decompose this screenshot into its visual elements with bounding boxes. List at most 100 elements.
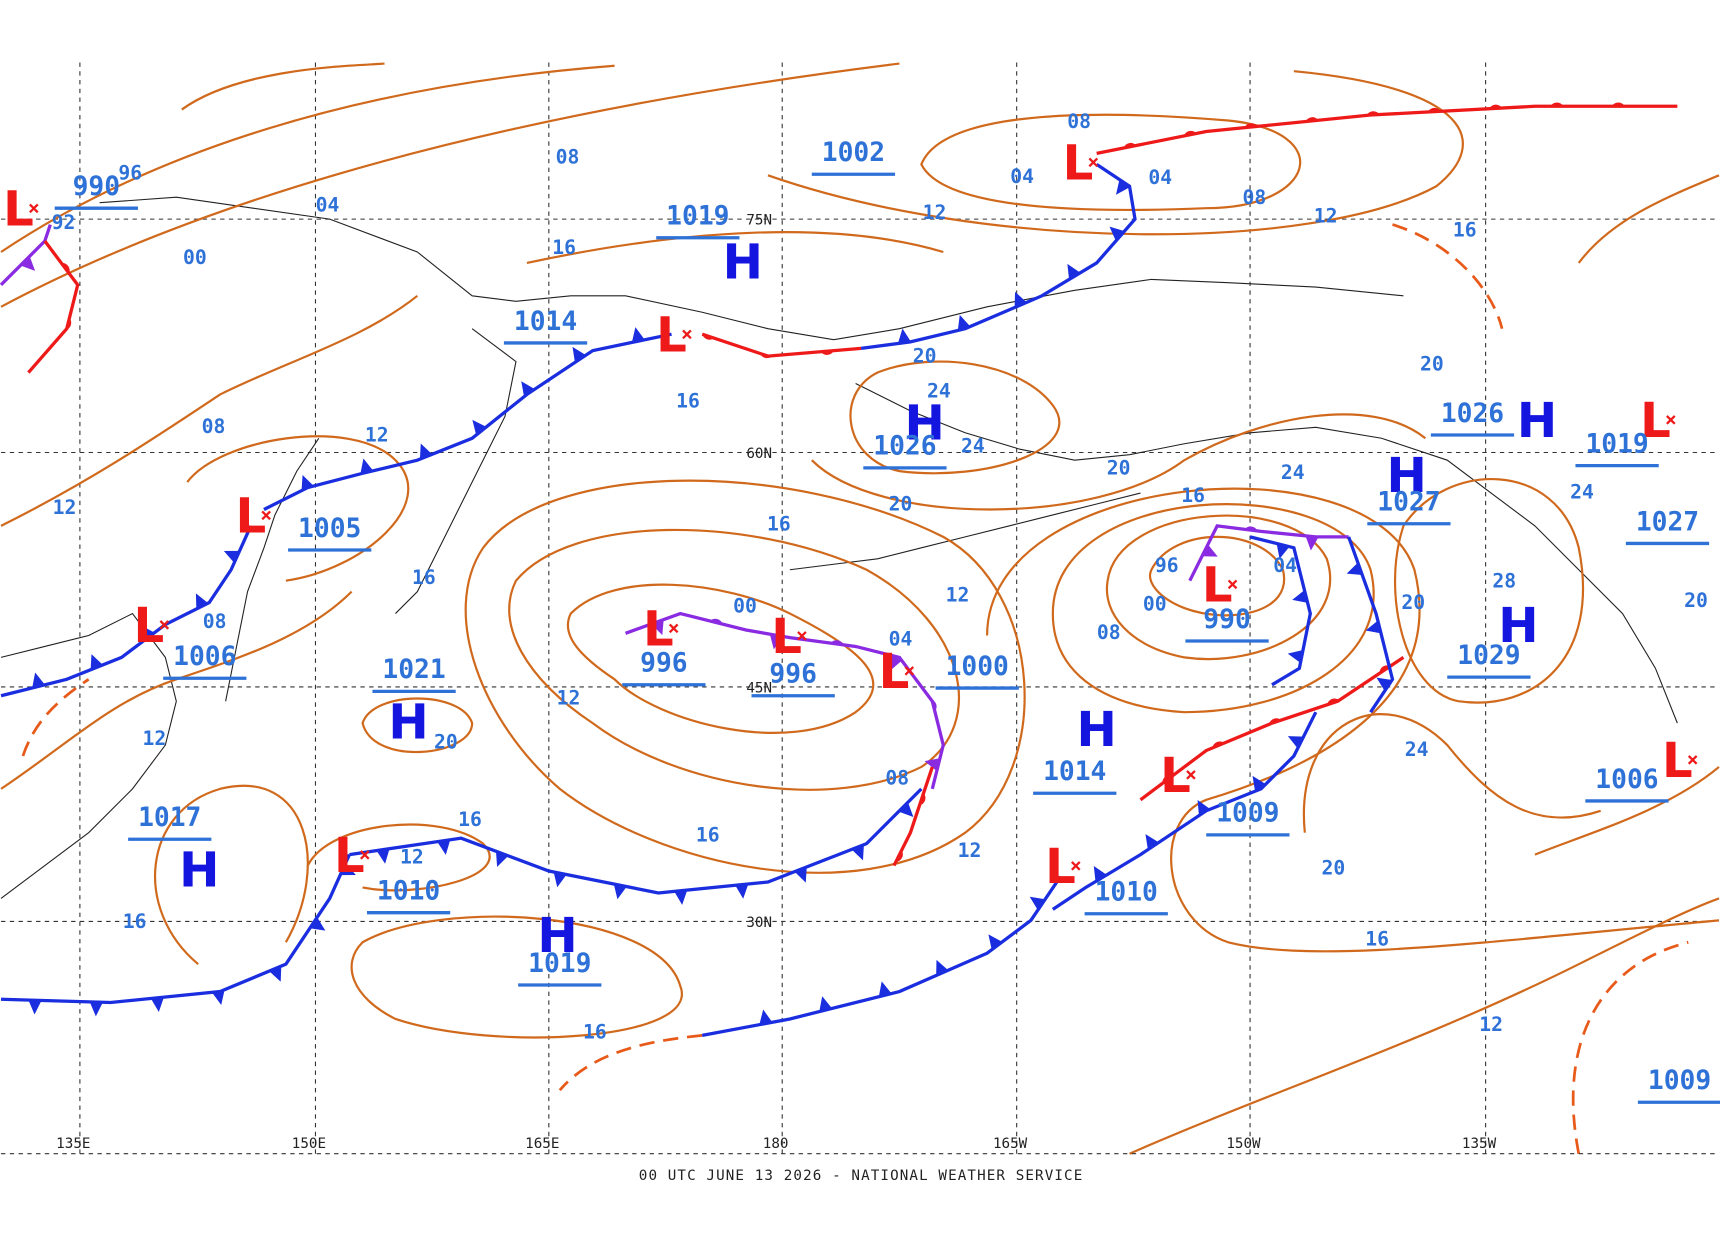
front-barb [830, 640, 844, 645]
high-center: H [723, 234, 763, 290]
low-center: L [1662, 733, 1693, 789]
isobar [1302, 713, 1602, 833]
pressure-value: 1002 [822, 138, 885, 168]
pressure-value: 1026 [1441, 399, 1504, 429]
isobar [186, 435, 410, 582]
front-barb [819, 996, 833, 1012]
front-barb [150, 997, 164, 1013]
front-barb [1365, 620, 1382, 634]
low-x: × [28, 197, 40, 220]
isobar-label: 00 [183, 246, 207, 269]
isobar-label: 00 [1143, 592, 1167, 615]
front-barb [1327, 698, 1340, 705]
front-barb [140, 625, 155, 641]
isobar-label: 24 [927, 380, 951, 403]
pressure-value: 1029 [1457, 641, 1520, 671]
isobar-label: 08 [1067, 110, 1091, 133]
front-barb [572, 346, 586, 363]
isobar-label: 12 [1314, 204, 1338, 227]
isobar [0, 64, 615, 253]
isobar [306, 823, 491, 892]
cold-front [0, 525, 253, 698]
isobar-label: 24 [961, 435, 985, 458]
front-barb [90, 654, 103, 670]
front-barb [1292, 590, 1308, 603]
cold-front [349, 787, 923, 895]
pressure-value: 1021 [382, 655, 445, 685]
isobar-label: 16 [1453, 219, 1477, 242]
longitude-label: 165W [993, 1136, 1028, 1152]
longitude-label: 135W [1462, 1136, 1497, 1152]
front-barb [1145, 834, 1159, 850]
front-barb [495, 851, 509, 867]
isobar-label: 16 [1181, 484, 1205, 507]
low-x: × [1070, 854, 1082, 877]
graticule: 135E 150E 165E 180 165W 150W 135W 75N 60N 45N 30N [1, 62, 1719, 1154]
isobar [1577, 174, 1720, 264]
low-center: L [235, 488, 266, 544]
low-center: L [656, 308, 687, 364]
isobar-label: 12 [923, 201, 947, 224]
front-barb [1305, 535, 1319, 551]
isobar-label: 04 [889, 627, 913, 650]
coastline [855, 382, 1678, 724]
longitude-label: 180 [763, 1136, 789, 1152]
low-center: L [1063, 136, 1094, 192]
pressure-value: 1014 [1043, 757, 1106, 787]
front-barb [1287, 650, 1304, 663]
front-barb [919, 792, 926, 806]
front-barb [1067, 263, 1081, 280]
front-barb [794, 866, 807, 883]
low-center: L [3, 182, 34, 238]
front-barb [340, 863, 356, 876]
front-barb [936, 959, 949, 976]
isobar-label: 08 [885, 766, 909, 789]
isobar-label: 04 [1010, 165, 1034, 188]
low-center: L [334, 828, 365, 884]
high-center: H [537, 908, 577, 964]
low-center: L [134, 598, 165, 654]
isobar-label: 12 [400, 845, 424, 868]
front-barb [924, 758, 940, 771]
longitude-label: 135E [56, 1136, 90, 1152]
front-barb [28, 1000, 42, 1015]
isobar-label: 24 [1570, 481, 1594, 504]
latitude-label: 45N [746, 680, 772, 696]
front-barb [1427, 107, 1441, 112]
isobar-label: 20 [1420, 352, 1444, 375]
isobar [0, 62, 900, 308]
isobar-label: 92 [52, 211, 76, 234]
front-barb [988, 934, 1003, 950]
front-barb [89, 1001, 103, 1017]
front-barb [301, 475, 314, 491]
front-barb [1611, 102, 1625, 107]
isobar [508, 528, 961, 791]
isobar-label: 12 [365, 424, 389, 447]
low-x: × [158, 613, 170, 636]
isobar-label: 12 [958, 839, 982, 862]
front-barb [1287, 736, 1304, 749]
low-x: × [668, 616, 680, 639]
coastline [0, 612, 177, 899]
trough [1392, 223, 1504, 330]
low-center: L [1640, 393, 1671, 449]
pressure-value: 1019 [666, 202, 729, 232]
occl-front [624, 611, 945, 790]
front-barb [1212, 741, 1225, 748]
isobar [1129, 897, 1720, 1155]
pressure-value: 1010 [1095, 878, 1158, 908]
latitude-label: 30N [746, 915, 772, 931]
isobar [849, 360, 1061, 475]
front-barb [309, 917, 326, 931]
isobar [526, 231, 944, 265]
isobar-label: 12 [1479, 1013, 1503, 1036]
low-center: L [1202, 558, 1233, 614]
front-barb [851, 844, 864, 861]
high-center: H [1498, 598, 1538, 654]
high-center: H [179, 842, 219, 898]
longitude-label: 150E [292, 1136, 326, 1152]
front-barb [437, 839, 451, 855]
front-barb [674, 890, 688, 905]
